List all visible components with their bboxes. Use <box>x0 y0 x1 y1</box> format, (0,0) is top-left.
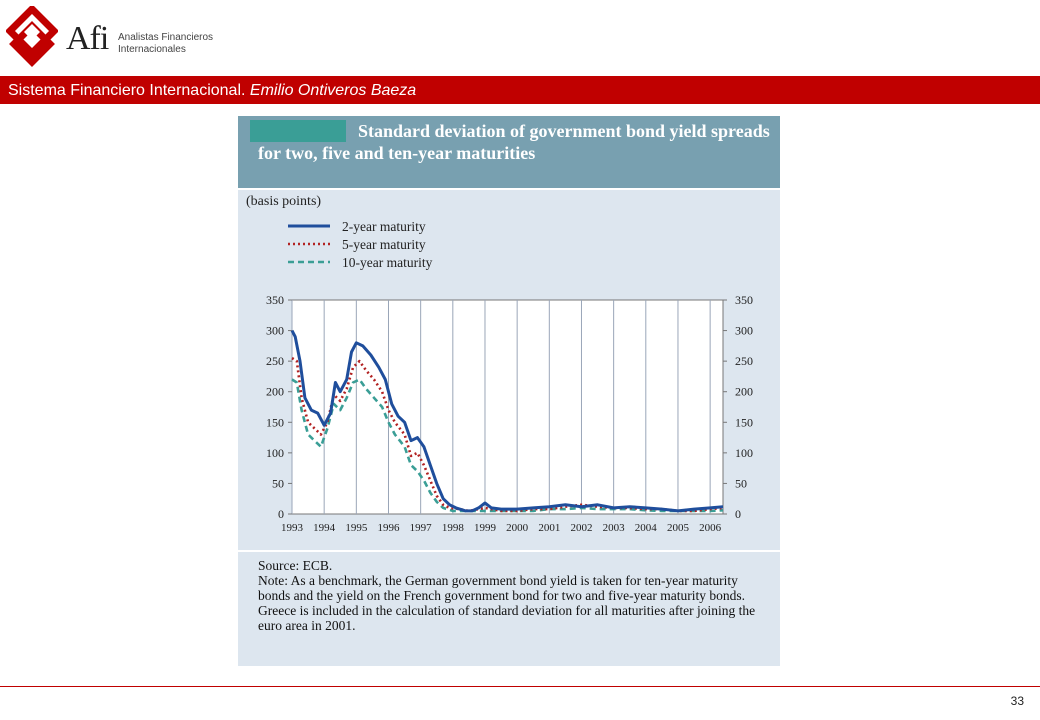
chart-note-box: Source: ECB. Note: As a benchmark, the G… <box>238 552 780 666</box>
y-tick-label-left: 0 <box>278 507 284 521</box>
afi-logo-icon <box>6 6 58 67</box>
x-tick-label: 1995 <box>345 522 368 534</box>
plot-area <box>291 299 724 515</box>
y-tick-label-left: 100 <box>266 446 284 460</box>
y-tick-label-left: 350 <box>266 293 284 307</box>
x-tick-label: 2002 <box>570 522 592 534</box>
y-tick-label-right: 350 <box>735 293 753 307</box>
line-chart: 1993 1994 1995 1996 1997 1998 1999 2000 2001 2002… <box>266 219 753 534</box>
chart-figure: Standard deviation of government bond yi… <box>226 104 790 672</box>
page-number: 33 <box>1010 694 1024 708</box>
legend-label: 10-year maturity <box>342 255 433 270</box>
source-line: Source: ECB. <box>258 558 333 573</box>
chart-title-band: Standard deviation of government bond yi… <box>238 116 780 188</box>
y-tick-label-right: 50 <box>735 476 747 490</box>
chart-body: (basis points) 1993 1994 1995 1996 1997 1998 1… <box>238 190 780 550</box>
x-tick-label: 2005 <box>667 522 690 534</box>
brand-logo: Afi Analistas Financieros Internacionale… <box>6 6 246 68</box>
x-tick-label: 1993 <box>281 522 304 534</box>
slide-title-author: Emilio Ontiveros Baeza <box>249 82 417 99</box>
chart-title-text: Standard deviation of government bond yi… <box>258 121 770 163</box>
y-tick-label-left: 300 <box>266 324 284 338</box>
y-tick-label-left: 50 <box>272 476 284 490</box>
slide-title-plain: Sistema Financiero Internacional. <box>8 82 250 99</box>
y-tick-label-right: 250 <box>735 354 753 368</box>
legend-label: 2-year maturity <box>342 219 426 234</box>
x-tick-label: 2004 <box>635 522 658 534</box>
y-tick-label-right: 150 <box>735 415 753 429</box>
slide-title: Sistema Financiero Internacional. Emilio… <box>8 82 416 100</box>
y-tick-label-left: 250 <box>266 354 284 368</box>
x-tick-label: 1994 <box>313 522 336 534</box>
series-line <box>291 378 724 513</box>
x-tick-label: 1998 <box>442 522 465 534</box>
x-tick-label: 1997 <box>410 522 433 534</box>
legend-label: 5-year maturity <box>342 237 426 252</box>
footer-line <box>0 686 1040 687</box>
chart-title: Standard deviation of government bond yi… <box>258 120 778 164</box>
brand-name: Afi <box>66 20 109 57</box>
header-bar: Sistema Financiero Internacional. Emilio… <box>0 76 1040 104</box>
y-tick-label-right: 0 <box>735 507 741 521</box>
y-tick-label-left: 150 <box>266 415 284 429</box>
x-tick-label: 2006 <box>699 522 722 534</box>
chart-source: Source: ECB. Note: As a benchmark, the G… <box>258 558 766 633</box>
x-tick-label: 2003 <box>603 522 626 534</box>
brand-subtitle-line2: Internacionales <box>118 44 186 55</box>
y-tick-label-right: 200 <box>735 385 753 399</box>
note-text: Note: As a benchmark, the German governm… <box>258 573 756 633</box>
x-tick-label: 1999 <box>474 522 497 534</box>
chart-number-badge <box>250 120 346 142</box>
brand-subtitle-line1: Analistas Financieros <box>118 32 214 43</box>
chart-units: (basis points) <box>246 194 322 209</box>
x-tick-label: 1996 <box>377 522 400 534</box>
series-line <box>290 329 724 513</box>
y-tick-label-right: 100 <box>735 446 753 460</box>
y-tick-label-right: 300 <box>735 324 753 338</box>
x-tick-label: 2000 <box>506 522 529 534</box>
y-tick-label-left: 200 <box>266 385 284 399</box>
brand-subtitle: Analistas Financieros Internacionales <box>118 32 213 56</box>
x-tick-label: 2001 <box>538 522 560 534</box>
